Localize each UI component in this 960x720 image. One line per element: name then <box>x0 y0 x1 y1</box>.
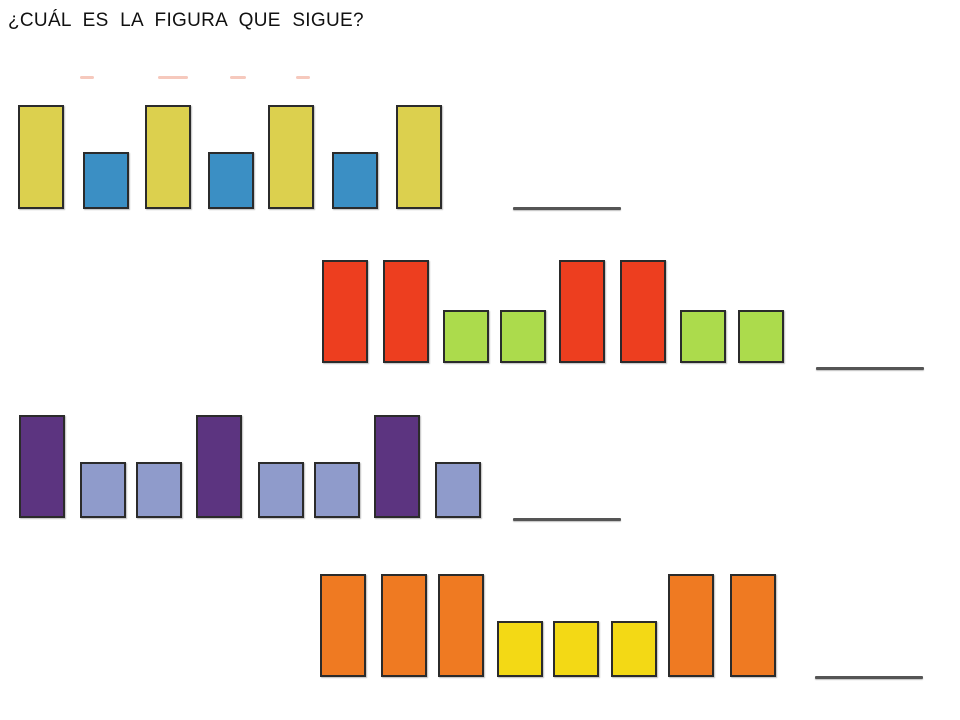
tall-block <box>268 105 314 209</box>
short-block <box>80 462 126 518</box>
short-block <box>553 621 599 677</box>
faded-marks <box>80 72 320 82</box>
tall-block <box>322 260 368 363</box>
short-block <box>208 152 254 209</box>
tall-block <box>438 574 484 677</box>
answer-blank-line[interactable] <box>513 518 621 521</box>
page-title: ¿CUÁL ES LA FIGURA QUE SIGUE? <box>8 10 364 31</box>
tall-block <box>668 574 714 677</box>
tall-block <box>381 574 427 677</box>
short-block <box>500 310 546 363</box>
answer-blank-line[interactable] <box>815 676 923 679</box>
tall-block <box>383 260 429 363</box>
short-block <box>83 152 129 209</box>
short-block <box>332 152 378 209</box>
short-block <box>497 621 543 677</box>
tall-block <box>18 105 64 209</box>
short-block <box>680 310 726 363</box>
answer-blank-line[interactable] <box>816 367 924 370</box>
tall-block <box>620 260 666 363</box>
tall-block <box>730 574 776 677</box>
tall-block <box>374 415 420 518</box>
short-block <box>435 462 481 518</box>
short-block <box>443 310 489 363</box>
tall-block <box>559 260 605 363</box>
answer-blank-line[interactable] <box>513 207 621 210</box>
short-block <box>136 462 182 518</box>
short-block <box>611 621 657 677</box>
tall-block <box>320 574 366 677</box>
tall-block <box>19 415 65 518</box>
short-block <box>314 462 360 518</box>
tall-block <box>196 415 242 518</box>
tall-block <box>396 105 442 209</box>
short-block <box>258 462 304 518</box>
tall-block <box>145 105 191 209</box>
short-block <box>738 310 784 363</box>
